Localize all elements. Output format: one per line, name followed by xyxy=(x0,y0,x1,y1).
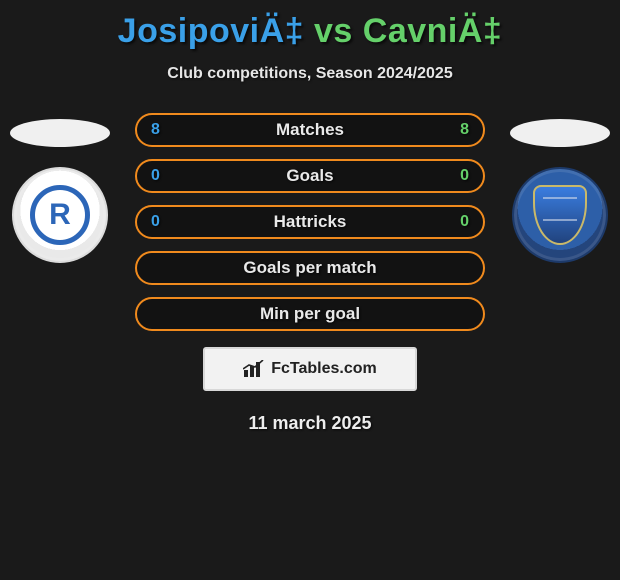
stat-label: Hattricks xyxy=(274,212,347,232)
stats-list: 8 Matches 8 0 Goals 0 0 Hattricks 0 Goal… xyxy=(135,113,485,331)
club-crest-left-letter: R xyxy=(30,185,90,245)
vs-text: vs xyxy=(314,12,353,50)
stat-left-value: 0 xyxy=(151,167,160,185)
stat-label: Goals per match xyxy=(243,258,376,278)
stat-left-value: 0 xyxy=(151,213,160,231)
stat-row-min-per-goal: Min per goal xyxy=(135,297,485,331)
club-crest-right xyxy=(512,167,608,263)
player2-name: CavniÄ‡ xyxy=(363,12,503,50)
comparison-content: R 8 Matches 8 0 Goals 0 0 Hattricks 0 Go… xyxy=(0,113,620,434)
stat-right-value: 0 xyxy=(460,167,469,185)
left-side: R xyxy=(0,113,120,263)
right-side xyxy=(500,113,620,263)
brand-box[interactable]: FcTables.com xyxy=(203,347,417,391)
stat-label: Matches xyxy=(276,120,344,140)
stat-right-value: 8 xyxy=(460,121,469,139)
club-crest-left: R xyxy=(12,167,108,263)
subtitle: Club competitions, Season 2024/2025 xyxy=(0,65,620,83)
stat-row-hattricks: 0 Hattricks 0 xyxy=(135,205,485,239)
bar-chart-icon xyxy=(243,360,265,378)
player2-oval xyxy=(510,119,610,147)
stat-row-matches: 8 Matches 8 xyxy=(135,113,485,147)
brand-text: FcTables.com xyxy=(271,360,377,378)
stat-label: Min per goal xyxy=(260,304,360,324)
player1-name: JosipoviÄ‡ xyxy=(118,12,304,50)
stat-row-goals: 0 Goals 0 xyxy=(135,159,485,193)
stat-label: Goals xyxy=(286,166,333,186)
page-title: JosipoviÄ‡ vs CavniÄ‡ xyxy=(0,0,620,51)
stat-left-value: 8 xyxy=(151,121,160,139)
stat-row-goals-per-match: Goals per match xyxy=(135,251,485,285)
player1-oval xyxy=(10,119,110,147)
club-crest-right-shield xyxy=(533,185,587,245)
date-text: 11 march 2025 xyxy=(0,413,620,434)
stat-right-value: 0 xyxy=(460,213,469,231)
